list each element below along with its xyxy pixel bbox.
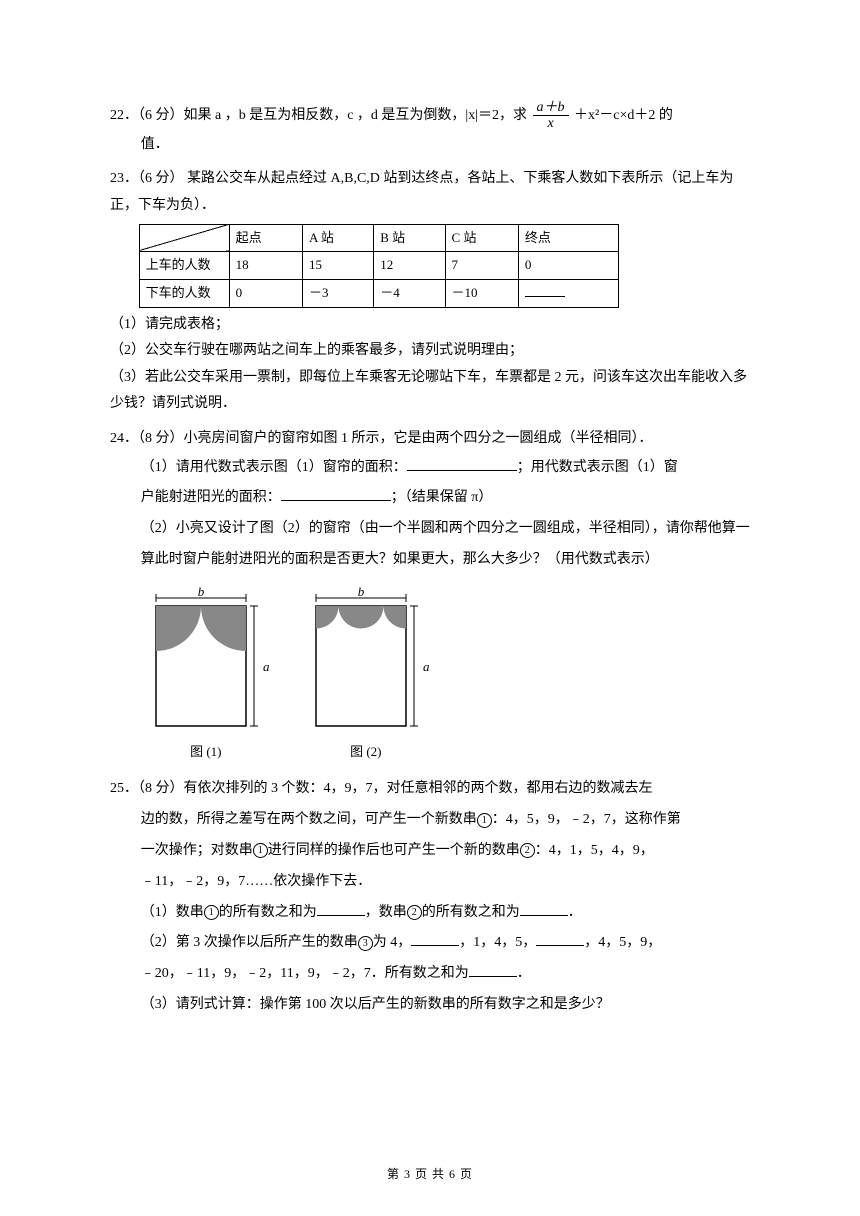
q25-s2e: ﹣20，﹣11，9，﹣2，11，9，﹣2，7．所有数之和为	[141, 966, 469, 981]
q24-s1a: （1）请用代数式表示图（1）窗帘的面积：	[141, 460, 407, 475]
q24-s2: （2）小亮又设计了图（2）的窗帘（由一个半圆和两个四分之一圆组成，半径相同），请…	[141, 514, 750, 576]
circled-1-icon: 1	[253, 843, 268, 858]
question-24: 24．（8 分）小亮房间窗户的窗帘如图 1 所示，它是由两个四分之一圆组成（半径…	[110, 426, 750, 764]
q25-l3c: ：4，1，5，4，9，	[535, 843, 654, 858]
q22-line2: 值．	[110, 132, 750, 159]
row1-c4: 7	[445, 252, 518, 280]
q24-s1c: 户能射进阳光的面积：	[141, 490, 281, 505]
blank	[281, 487, 391, 501]
q25-s1d: 的所有数之和为	[422, 905, 520, 920]
q25-l3a: 一次操作；对数串	[141, 843, 253, 858]
q25-s2b: 为 4，	[373, 935, 412, 950]
q25-s1c: ，数串	[365, 905, 407, 920]
q22-tail: ＋x²－c×d＋2 的	[574, 108, 673, 123]
page-footer: 第 3 页 共 6 页	[0, 1163, 860, 1186]
q25-s2c: ，1，4，5，	[459, 935, 536, 950]
q25-l2: 边的数，所得之差写在两个数之间，可产生一个新数串1：4，5，9，﹣2，7，这称作…	[141, 805, 750, 836]
row2-c2: －3	[302, 279, 373, 307]
q25-s2a: （2）第 3 次操作以后所产生的数串	[141, 935, 358, 950]
circled-2-icon: 2	[407, 905, 422, 920]
q24-s1: （1）请用代数式表示图（1）窗帘的面积： ；用代数式表示图（1）窗	[141, 453, 750, 484]
blank	[520, 902, 568, 916]
fig2-a-label: a	[423, 659, 430, 674]
table-diag	[139, 224, 229, 252]
fig1-svg: b a	[141, 586, 271, 736]
fig2-label: 图 (2)	[301, 740, 431, 765]
figure-1: b a 图 (1)	[141, 586, 271, 765]
q23-s1: （1）请完成表格；	[110, 312, 750, 339]
q23-head: 23．（6 分） 某路公交车从起点经过 A,B,C,D 站到达终点，各站上、下乘…	[110, 166, 750, 219]
q24-s1d: ；（结果保留 π）	[391, 490, 493, 505]
q25-s2-cont: ﹣20，﹣11，9，﹣2，11，9，﹣2，7．所有数之和为 ．	[141, 959, 750, 990]
q23-s2: （2）公交车行驶在哪两站之间车上的乘客最多，请列式说明理由；	[110, 338, 750, 365]
fig1-b-label: b	[198, 586, 205, 599]
q25-l2a: 边的数，所得之差写在两个数之间，可产生一个新数串	[141, 812, 477, 827]
blank	[317, 902, 365, 916]
q23-s3: （3）若此公交车采用一票制，即每位上车乘客无论哪站下车，车票都是 2 元，问该车…	[110, 365, 750, 418]
circled-1-icon: 1	[477, 813, 492, 828]
row1-c2: 15	[302, 252, 373, 280]
blank-cell	[525, 296, 565, 297]
q25-l4: ﹣11，﹣2，9，7……依次操作下去．	[141, 867, 750, 898]
q25-s1b: 的所有数之和为	[219, 905, 317, 920]
blank	[407, 457, 517, 471]
q24-s1-cont: 户能射进阳光的面积： ；（结果保留 π）	[141, 483, 750, 514]
q25-l3: 一次操作；对数串1进行同样的操作后也可产生一个新的数串2：4，1，5，4，9，	[141, 836, 750, 867]
circled-2-icon: 2	[520, 843, 535, 858]
col-end: 终点	[518, 224, 618, 252]
frac-den: x	[533, 116, 569, 131]
q24-s1b: ；用代数式表示图（1）窗	[517, 460, 678, 475]
row2-c4: －10	[445, 279, 518, 307]
figure-2: b a 图 (2)	[301, 586, 431, 765]
row2-label: 下车的人数	[139, 279, 229, 307]
col-b: B 站	[374, 224, 445, 252]
col-start: 起点	[229, 224, 302, 252]
q22-line1: 22．（6 分）如果 a ，b 是互为相反数，c ，d 是互为倒数，|x|＝2，…	[110, 108, 527, 123]
bus-table: 起点 A 站 B 站 C 站 终点 上车的人数 18 15 12 7 0 下车的…	[139, 224, 619, 308]
q25-s1a: （1）数串	[141, 905, 204, 920]
q24-head: 24．（8 分）小亮房间窗户的窗帘如图 1 所示，它是由两个四分之一圆组成（半径…	[110, 426, 750, 453]
q25-l2b: ：4，5，9，﹣2，7，这称作第	[492, 812, 681, 827]
blank	[536, 932, 584, 946]
row1-c5: 0	[518, 252, 618, 280]
q25-s2f: ．	[517, 966, 531, 981]
question-23: 23．（6 分） 某路公交车从起点经过 A,B,C,D 站到达终点，各站上、下乘…	[110, 166, 750, 418]
blank	[469, 963, 517, 977]
frac-num: a＋b	[533, 100, 569, 116]
col-c: C 站	[445, 224, 518, 252]
q22-text: 22．（6 分）如果 a ，b 是互为相反数，c ，d 是互为倒数，|x|＝2，…	[110, 100, 750, 132]
circled-3-icon: 3	[358, 936, 373, 951]
fig2-b-label: b	[358, 586, 365, 599]
q25-s2d: ，4，5，9，	[584, 935, 661, 950]
row2-c3: －4	[374, 279, 445, 307]
q25-s1e: ．	[568, 905, 582, 920]
row1-label: 上车的人数	[139, 252, 229, 280]
figures: b a 图 (1) b a 图	[141, 586, 750, 765]
fig1-label: 图 (1)	[141, 740, 271, 765]
row2-c1: 0	[229, 279, 302, 307]
fig1-a-label: a	[263, 659, 270, 674]
row1-c1: 18	[229, 252, 302, 280]
fig2-svg: b a	[301, 586, 431, 736]
q25-s2: （2）第 3 次操作以后所产生的数串3为 4， ，1，4，5， ，4，5，9，	[141, 928, 750, 959]
circled-1-icon: 1	[204, 905, 219, 920]
q25-head: 25．（8 分）有依次排列的 3 个数：4，9，7，对任意相邻的两个数，都用右边…	[110, 774, 750, 805]
row2-c5	[518, 279, 618, 307]
col-a: A 站	[302, 224, 373, 252]
question-25: 25．（8 分）有依次排列的 3 个数：4，9，7，对任意相邻的两个数，都用右边…	[110, 774, 750, 1020]
question-22: 22．（6 分）如果 a ，b 是互为相反数，c ，d 是互为倒数，|x|＝2，…	[110, 100, 750, 158]
q25-s1: （1）数串1的所有数之和为，数串2的所有数之和为．	[141, 898, 750, 929]
q25-s3: （3）请列式计算：操作第 100 次以后产生的新数串的所有数字之和是多少？	[141, 990, 750, 1021]
q25-l3b: 进行同样的操作后也可产生一个新的数串	[268, 843, 520, 858]
row1-c3: 12	[374, 252, 445, 280]
fraction: a＋b x	[533, 100, 569, 132]
blank	[411, 932, 459, 946]
